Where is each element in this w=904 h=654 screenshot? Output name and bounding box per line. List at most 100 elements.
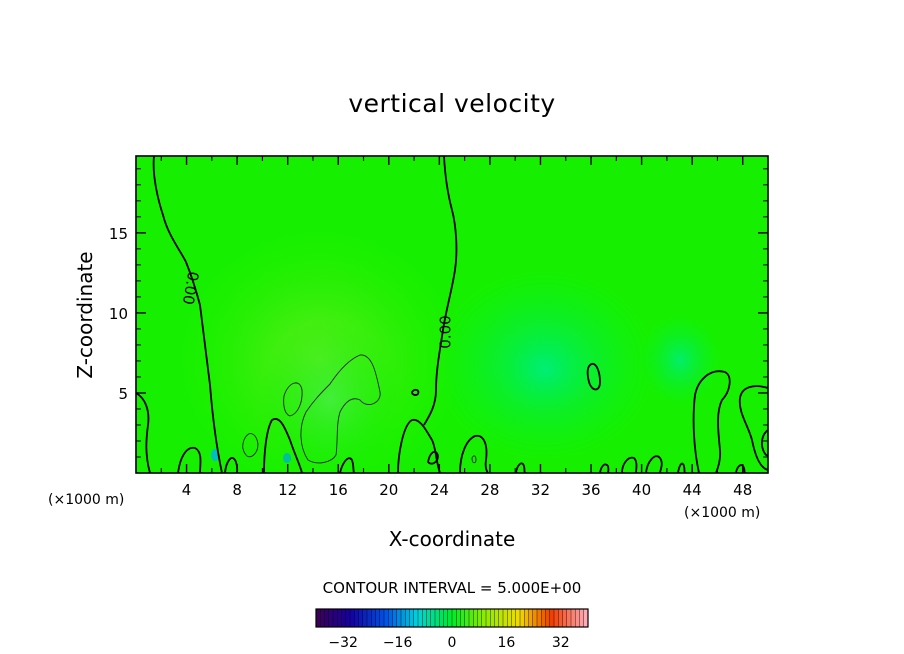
- colorbar-cell: [541, 609, 546, 627]
- zero-contour-bottom-2: [397, 418, 441, 473]
- colorbar-cell: [549, 609, 555, 627]
- colorbar-cell: [409, 609, 415, 627]
- colorbar-cell: [515, 609, 521, 627]
- zero-contour-bottom-1: [263, 418, 303, 473]
- zero-contour-closed-2: [411, 388, 420, 396]
- colorbar-cell: [371, 609, 376, 627]
- colorbar-cell: [456, 609, 461, 627]
- y-tick-label: 5: [118, 385, 128, 403]
- x-tick-label: 44: [683, 481, 702, 499]
- x-tick-label: 40: [632, 481, 651, 499]
- colorbar-cell: [575, 609, 580, 627]
- colorbar-cell: [507, 609, 512, 627]
- zero-contour-bottom-12: [599, 463, 610, 473]
- contour-interval-label: CONTOUR INTERVAL = 5.000E+00: [323, 579, 582, 597]
- colorbar-cell: [388, 609, 393, 627]
- colorbar-cell: [558, 609, 563, 627]
- colorbar-cell: [337, 609, 342, 627]
- colorbar-cell: [316, 609, 321, 627]
- x-tick-label: 4: [182, 481, 192, 499]
- zero-contour-bottom-3: [459, 434, 489, 473]
- colorbar-cell: [362, 609, 368, 627]
- x-tick-label: 36: [581, 481, 600, 499]
- colorbar-tick-label: 0: [448, 635, 457, 651]
- field-blue-spot-2: [283, 453, 291, 463]
- field-negative-core: [500, 330, 590, 410]
- x-tick-label: 32: [531, 481, 550, 499]
- x-tick-label: 20: [379, 481, 398, 499]
- colorbar: −32 −16 0 16 32: [315, 608, 589, 651]
- colorbar-cell: [328, 609, 334, 627]
- zero-contour-left-edge: [136, 392, 151, 473]
- zero-contour-bottom-8: [621, 456, 638, 473]
- x-axis-label: X-coordinate: [389, 527, 516, 551]
- colorbar-cell: [583, 609, 589, 627]
- colorbar-cell: [537, 609, 542, 627]
- plot-frame: [135, 155, 769, 474]
- zero-contour-left: [152, 156, 223, 473]
- colorbar-cell: [350, 609, 355, 627]
- zero-contour-right-2: [738, 385, 768, 471]
- colorbar-cell: [460, 609, 466, 627]
- field-negative-small: [640, 315, 720, 405]
- x-ticks: 4 8 12 16 20 24 28 32 36 40 44 48: [160, 156, 752, 499]
- colorbar-cell: [320, 609, 325, 627]
- x-tick-label: 24: [430, 481, 449, 499]
- colorbar-cell: [473, 609, 478, 627]
- zero-contour-right-1: [692, 370, 731, 473]
- colorbar-cell: [562, 609, 568, 627]
- colorbar-cell: [566, 609, 572, 627]
- positive-contour-main: [300, 354, 381, 464]
- positive-contour-small-1: [283, 382, 303, 417]
- chart-title: vertical velocity: [348, 89, 555, 118]
- x-unit-left: (×1000 m): [48, 492, 124, 508]
- colorbar-tick-label: −32: [328, 635, 358, 651]
- colorbar-cell: [443, 609, 449, 627]
- zero-contour-bottom-7: [515, 462, 526, 473]
- colorbar-cell: [503, 609, 508, 627]
- zero-contour-bottom-9: [645, 455, 663, 473]
- colorbar-cell: [554, 609, 559, 627]
- zero-contour-bottom-13: [427, 450, 439, 465]
- colorbar-cell: [490, 609, 495, 627]
- x-tick-label: 28: [480, 481, 499, 499]
- colorbar-cell: [464, 609, 470, 627]
- y-tick-label: 15: [109, 225, 128, 243]
- zero-contour-bottom-10: [677, 462, 686, 473]
- colorbar-cell: [486, 609, 491, 627]
- zero-contour-bottom-11: [735, 464, 746, 473]
- colorbar-cell: [481, 609, 487, 627]
- colorbar-cell: [520, 609, 525, 627]
- colorbar-cell: [545, 609, 551, 627]
- x-tick-label: 16: [329, 481, 348, 499]
- colorbar-tick-label: 32: [552, 635, 570, 651]
- y-tick-label: 10: [109, 305, 128, 323]
- colorbar-cell: [452, 609, 457, 627]
- colorbar-cell: [418, 609, 423, 627]
- colorbar-cell: [375, 609, 381, 627]
- zero-contour-closed-1: [586, 362, 601, 391]
- colorbar-cell: [354, 609, 359, 627]
- colorbar-cell: [405, 609, 410, 627]
- colorbar-tick-label: −16: [383, 635, 413, 651]
- x-tick-label: 48: [733, 481, 752, 499]
- x-unit-right: (×1000 m): [684, 505, 760, 521]
- colorbar-cell: [439, 609, 444, 627]
- colorbar-cell: [430, 609, 436, 627]
- y-axis-label: Z-coordinate: [73, 251, 97, 378]
- colorbar-cell: [384, 609, 389, 627]
- colorbar-cell: [392, 609, 398, 627]
- colorbar-cell: [426, 609, 432, 627]
- colorbar-cell: [413, 609, 419, 627]
- colorbar-cell: [477, 609, 483, 627]
- contour-label-center: 0.00: [437, 315, 455, 348]
- field-positive-core: [260, 320, 400, 473]
- positive-contour-small-2: [242, 433, 259, 458]
- field-blue-spot-1: [211, 449, 219, 461]
- contour-label-left: 0.00: [179, 270, 203, 306]
- zero-contour-bottom-6: [339, 457, 355, 473]
- colorbar-cell: [379, 609, 385, 627]
- colorbar-cell: [498, 609, 504, 627]
- positive-contour-small-3: [471, 455, 477, 464]
- colorbar-cell: [333, 609, 338, 627]
